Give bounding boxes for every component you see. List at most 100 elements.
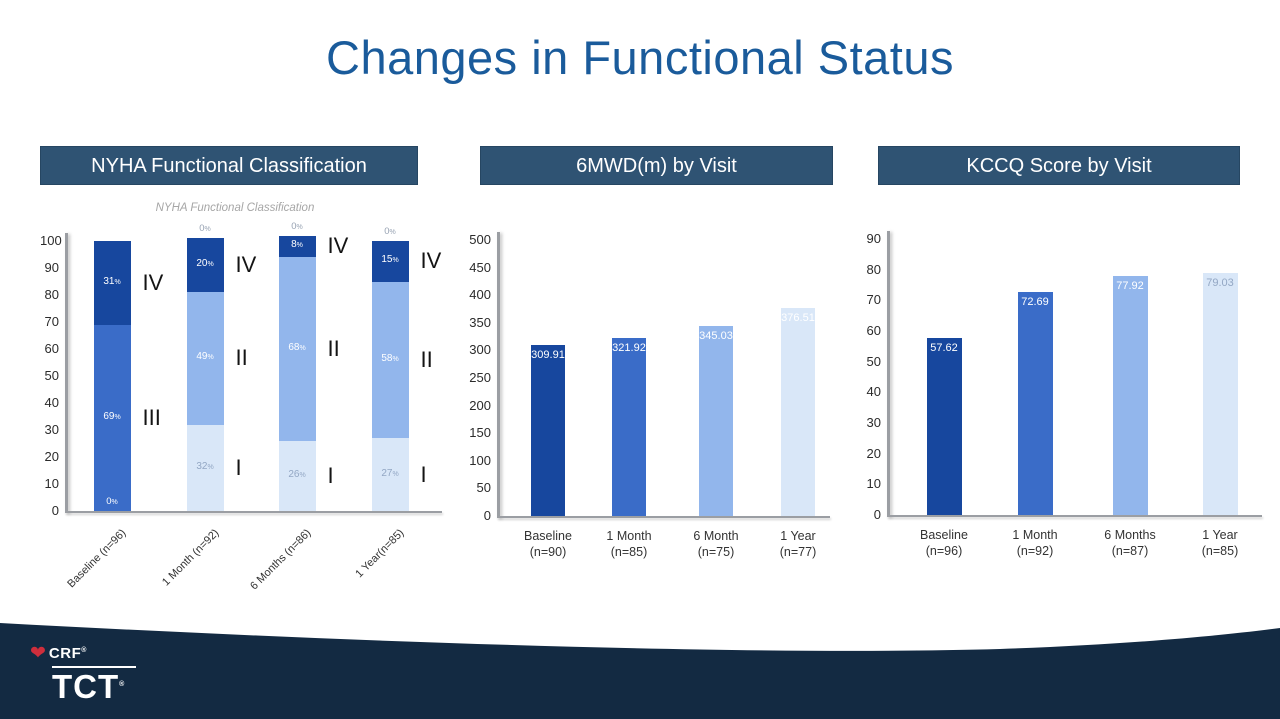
- nyha-stacked-bar-chart: 0 10 20 30 40 50 60 70 80 90 100 69% III 31% IV 0% Basel…: [40, 195, 480, 625]
- ytick-label: 450: [469, 259, 491, 275]
- ytick-label: 60: [44, 341, 59, 356]
- bar-category-label: Baseline (n=96): [920, 528, 968, 559]
- segment-percent-label: 32%: [196, 460, 214, 472]
- zero-percent-label: 0%: [291, 220, 303, 232]
- stacked-bar-segment-class-II: 49%: [186, 292, 224, 425]
- crf-tct-logo: ❤ CRF® TCT®: [30, 644, 136, 703]
- bar-6-month: 345.03: [699, 325, 733, 516]
- ytick-label: 80: [44, 287, 59, 302]
- roman-class-label: I: [420, 461, 427, 487]
- ytick-label: 500: [469, 232, 491, 247]
- stacked-bar-segment-class-I: 27%: [371, 438, 409, 511]
- ytick-label: 30: [866, 415, 881, 430]
- x-axis-line: [497, 516, 830, 518]
- bar-value-label: 77.92: [1116, 280, 1144, 293]
- segment-percent-label: 8%: [291, 239, 303, 251]
- roman-class-label: I: [235, 454, 242, 480]
- panel-header-kccq: KCCQ Score by Visit: [878, 146, 1240, 185]
- ytick-label: 0: [51, 503, 59, 518]
- panel-header-6mwd: 6MWD(m) by Visit: [480, 146, 833, 185]
- ytick-label: 60: [866, 323, 881, 338]
- stacked-bar-segment-class-IV: 15%: [371, 241, 409, 282]
- ytick-label: 40: [44, 395, 59, 410]
- segment-percent-label: 26%: [288, 468, 306, 480]
- stacked-bar-segment-class-I: 26%: [278, 440, 316, 511]
- segment-percent-label: 20%: [196, 258, 214, 270]
- stacked-bar-segment-class-II: 58%: [371, 281, 409, 439]
- nyha-chart-subtitle: NYHA Functional Classification: [155, 202, 315, 214]
- bar-baseline: 309.91: [531, 344, 565, 516]
- bar-category-label: 6 Month (n=75): [693, 529, 739, 560]
- tct-brand-text: TCT®: [52, 668, 126, 705]
- ytick-label: 90: [44, 260, 59, 275]
- stacked-bar-segment-class-III: 69%: [93, 324, 131, 511]
- segment-percent-label: 69%: [103, 410, 121, 422]
- ytick-label: 20: [866, 445, 881, 461]
- ytick-label: 10: [866, 476, 881, 492]
- y-axis-line: [65, 233, 68, 513]
- bar-1-year: 376.51: [781, 308, 815, 516]
- segment-percent-label: 68%: [288, 341, 306, 353]
- ytick-label: 90: [866, 231, 881, 246]
- segment-percent-label: 58%: [381, 352, 399, 364]
- ytick-label: 250: [469, 370, 491, 385]
- zero-percent-label: 0%: [106, 496, 118, 507]
- bar-1-month: 72.69: [1017, 292, 1053, 515]
- zero-percent-label: 0%: [384, 226, 396, 237]
- bar-1-year: 79.03: [1202, 272, 1238, 515]
- roman-class-label: IV: [235, 252, 257, 278]
- category-label-rotated: 6 Months (n=86): [248, 527, 314, 593]
- bar-value-label: 72.69: [1021, 296, 1049, 309]
- ytick-label: 70: [44, 314, 59, 329]
- stacked-bar-segment-class-IV: 31%: [93, 241, 131, 325]
- ytick-label: 0: [873, 507, 881, 522]
- ytick-label: 70: [866, 292, 881, 308]
- segment-percent-label: 49%: [196, 351, 214, 363]
- crf-brand-text: CRF®: [48, 645, 87, 662]
- y-axis-line: [887, 231, 890, 517]
- ytick-label: 50: [866, 353, 881, 369]
- ytick-label: 350: [469, 314, 491, 330]
- ytick-label: 100: [40, 233, 62, 248]
- bar-category-label: 1 Year (n=77): [779, 529, 817, 560]
- ytick-label: 30: [44, 422, 59, 437]
- category-label-rotated: 1 Year(n=85): [353, 527, 407, 581]
- footer-curve: [0, 623, 1280, 719]
- ytick-label: 40: [866, 384, 881, 400]
- roman-class-label: II: [420, 346, 433, 372]
- ytick-label: 20: [44, 449, 59, 464]
- 6mwd-bar-chart: 0 50 100 150 200 250 300 350 400 450 500 309.91 Base…: [460, 195, 840, 625]
- kccq-bar-chart: 0 10 20 30 40 50 60 70 80 90 57.62 Baseline (n=96) 72…: [865, 195, 1280, 625]
- roman-class-label: IV: [142, 269, 164, 295]
- ytick-label: 150: [469, 425, 491, 441]
- ytick-label: 0: [483, 508, 491, 523]
- x-axis-line: [887, 515, 1262, 517]
- ytick-label: 200: [469, 397, 491, 413]
- x-axis-line: [65, 511, 442, 513]
- ytick-label: 10: [44, 476, 59, 491]
- ytick-label: 50: [44, 368, 59, 383]
- bar-category-label: 1 Month (n=85): [606, 529, 652, 560]
- stacked-bar-segment-class-II: 68%: [278, 257, 316, 441]
- segment-percent-label: 31%: [103, 275, 121, 287]
- segment-percent-label: 15%: [381, 254, 399, 266]
- segment-percent-label: 27%: [381, 467, 399, 479]
- roman-class-label: IV: [420, 248, 442, 274]
- ytick-label: 100: [469, 452, 491, 468]
- roman-class-label: III: [142, 404, 161, 430]
- ytick-label: 50: [476, 480, 491, 496]
- roman-class-label: IV: [327, 233, 349, 259]
- bar-value-label: 345.03: [699, 329, 733, 342]
- bar-value-label: 321.92: [612, 342, 646, 355]
- y-axis-line: [497, 232, 500, 518]
- bar-6-months: 77.92: [1112, 276, 1148, 515]
- ytick-label: 400: [469, 287, 491, 303]
- bar-baseline: 57.62: [926, 338, 962, 515]
- ytick-label: 80: [866, 261, 881, 277]
- bar-category-label: 6 Months (n=87): [1104, 528, 1156, 559]
- stacked-bar-segment-class-IV: 20%: [186, 238, 224, 293]
- bar-1-month: 321.92: [612, 338, 646, 516]
- bar-category-label: Baseline (n=90): [524, 529, 572, 560]
- category-label-rotated: 1 Month (n=92): [160, 527, 222, 589]
- zero-percent-label: 0%: [199, 223, 211, 235]
